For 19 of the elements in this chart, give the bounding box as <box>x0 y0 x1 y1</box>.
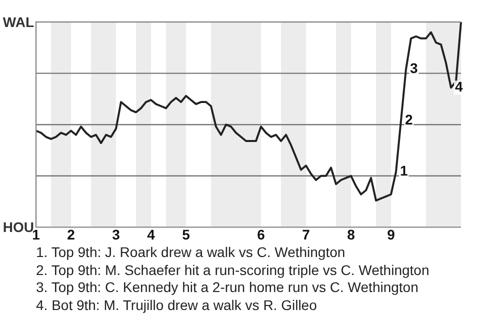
text: 1. Top 9th: J. Roark drew a walk vs C. Wethington <box>36 244 346 262</box>
annotation: 4 <box>455 78 463 95</box>
x-tick-label: 4 <box>147 226 156 242</box>
x-tick-label: 2 <box>67 226 76 242</box>
text: HOU <box>2 219 34 236</box>
annotation: 3 <box>410 60 418 76</box>
text: 4. Bot 9th: M. Trujillo drew a walk vs R. Gilleo <box>36 296 318 314</box>
text: 2. Top 9th: M. Schaefer hit a run-scoring triple vs C. Wethington <box>36 262 430 279</box>
x-tick-label: 5 <box>182 226 190 242</box>
x-tick-label: 3 <box>112 226 120 242</box>
x-tick-label: 6 <box>257 226 266 242</box>
annotation: 1 <box>400 162 408 179</box>
x-tick-label: 9 <box>387 226 396 242</box>
x-tick-label: 8 <box>347 226 356 242</box>
text: 3. Top 9th: C. Kennedy hit a 2-run home run vs C. Wethington <box>36 279 420 296</box>
text: WAL <box>2 14 34 30</box>
annotation: 2 <box>405 111 413 128</box>
x-tick-label: 7 <box>302 226 310 242</box>
x-tick-label: 1 <box>32 226 40 242</box>
